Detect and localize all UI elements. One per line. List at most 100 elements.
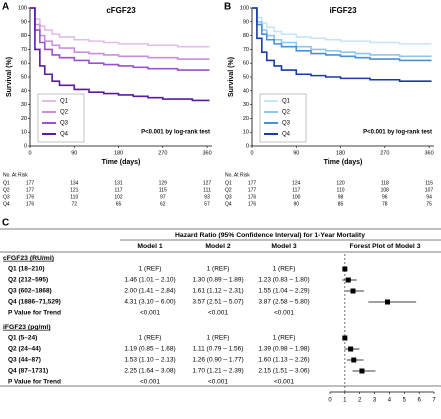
- legend-label: Q1: [282, 99, 291, 105]
- table-cell: 1 (REF): [139, 266, 162, 273]
- risk-count: 121: [70, 187, 79, 193]
- y-tick-label: 20: [243, 116, 249, 122]
- risk-row-label: Q4: [225, 201, 232, 207]
- legend-label: Q3: [282, 121, 291, 127]
- hazard-ratio-point: [345, 277, 351, 283]
- table-cell: <0.001: [208, 310, 228, 317]
- y-tick-label: 80: [243, 33, 249, 39]
- y-tick-label: 40: [21, 88, 27, 94]
- risk-count: 65: [116, 201, 122, 207]
- survival-curve: [30, 7, 210, 71]
- y-tick-label: 50: [243, 74, 249, 80]
- risk-count: 177: [26, 180, 35, 186]
- risk-count: 75: [426, 201, 432, 207]
- legend-label: Q2: [282, 110, 291, 116]
- risk-count: 177: [248, 187, 257, 193]
- y-tick-label: 100: [240, 5, 249, 11]
- x-tick-label: 360: [424, 150, 433, 156]
- table-cell: 1.23 (0.83 – 1.80): [258, 277, 309, 284]
- table-cell: <0.001: [274, 310, 294, 317]
- x-tick-label: 5: [403, 398, 407, 404]
- legend-label: Q2: [60, 110, 69, 116]
- risk-count: 102: [114, 194, 123, 200]
- risk-count: 78: [382, 201, 388, 207]
- column-header: Model 2: [205, 243, 231, 250]
- y-tick-label: 60: [21, 61, 27, 67]
- x-axis-label: Time (days): [324, 159, 363, 166]
- legend-label: Q1: [60, 99, 69, 105]
- y-tick-label: 30: [21, 102, 27, 108]
- y-tick-label: 40: [243, 88, 249, 94]
- x-tick-label: 180: [114, 150, 123, 156]
- risk-count: 176: [26, 201, 35, 207]
- risk-count: 124: [292, 180, 301, 186]
- risk-count: 110: [70, 194, 78, 200]
- survival-curve: [30, 7, 210, 48]
- table-cell: 1 (REF): [273, 335, 296, 342]
- table-cell: <0.001: [140, 310, 160, 317]
- risk-count: 118: [381, 180, 389, 186]
- table-cell: 1.30 (0.89 – 1.89): [192, 277, 243, 284]
- row-label: Q1 (18–210): [8, 266, 45, 273]
- risk-table-title: No. At Risk: [225, 172, 250, 178]
- x-tick-label: 0: [328, 398, 332, 404]
- annotation: P<0.001 by log-rank test: [141, 130, 210, 136]
- x-tick-label: 90: [293, 150, 299, 156]
- x-tick-label: 0: [250, 150, 253, 156]
- y-tick-label: 30: [243, 102, 249, 108]
- row-label: Q2 (212–595): [8, 277, 48, 284]
- table-cell: 1.55 (1.04 – 2.29): [258, 288, 309, 295]
- risk-row-label: Q3: [3, 194, 10, 200]
- table-title: Hazard Ratio (95% Confidence Interval) f…: [175, 232, 365, 239]
- survival-curve: [30, 7, 210, 60]
- risk-count: 72: [71, 201, 77, 207]
- row-label: P Value for Trend: [8, 310, 61, 317]
- table-cell: 1 (REF): [273, 266, 296, 273]
- y-tick-label: 20: [21, 116, 27, 122]
- risk-count: 97: [160, 194, 166, 200]
- row-label: Q4 (1886–71,529): [8, 299, 61, 306]
- table-cell: 1 (REF): [207, 266, 230, 273]
- risk-row-label: Q3: [225, 194, 232, 200]
- hazard-ratio-point: [359, 368, 365, 374]
- panel-label: B: [224, 2, 231, 13]
- table-cell: 1.39 (0.98 – 1.98): [258, 346, 309, 353]
- table-cell: 1.11 (0.79 – 1.56): [193, 346, 244, 353]
- risk-count: 176: [248, 194, 257, 200]
- column-header: Model 1: [137, 243, 163, 250]
- y-tick-label: 100: [18, 5, 27, 11]
- row-label: Q3 (44–87): [8, 357, 41, 364]
- table-cell: 1 (REF): [139, 335, 162, 342]
- risk-table-title: No. At Risk: [3, 172, 28, 178]
- legend-label: Q4: [282, 132, 291, 138]
- table-cell: 1.26 (0.90 – 1.77): [192, 357, 243, 364]
- y-tick-label: 0: [246, 143, 249, 149]
- chart-title: iFGF23: [329, 6, 357, 15]
- risk-count: 96: [382, 194, 388, 200]
- table-cell: 1.60 (1.13 – 2.26): [258, 357, 309, 364]
- y-tick-label: 80: [21, 33, 27, 39]
- table-cell: 2.00 (1.41 – 2.84): [124, 288, 175, 295]
- risk-count: 108: [381, 187, 390, 193]
- table-cell: 1.46 (1.01 – 2.10): [124, 277, 175, 284]
- column-header: Forest Plot of Model 3: [350, 243, 421, 250]
- survival-curve: [252, 7, 432, 58]
- x-tick-label: 4: [388, 398, 392, 404]
- y-tick-label: 0: [24, 143, 27, 149]
- hazard-ratio-point: [342, 266, 348, 272]
- risk-count: 85: [338, 201, 344, 207]
- section-title: cFGF23 (RU/ml): [3, 255, 54, 262]
- survival-curve: [252, 7, 432, 62]
- risk-count: 111: [203, 187, 211, 193]
- risk-count: 127: [203, 180, 212, 186]
- survival-curve: [30, 7, 210, 102]
- hazard-ratio-point: [342, 335, 348, 341]
- risk-count: 120: [336, 180, 345, 186]
- risk-count: 100: [292, 194, 301, 200]
- table-cell: 3.87 (2.58 – 5.80): [258, 299, 309, 306]
- table-cell: 1.19 (0.85 – 1.68): [124, 346, 175, 353]
- table-cell: 1.53 (1.10 – 2.13): [124, 357, 175, 364]
- risk-count: 131: [114, 180, 123, 186]
- row-label: Q2 (24–44): [8, 346, 41, 353]
